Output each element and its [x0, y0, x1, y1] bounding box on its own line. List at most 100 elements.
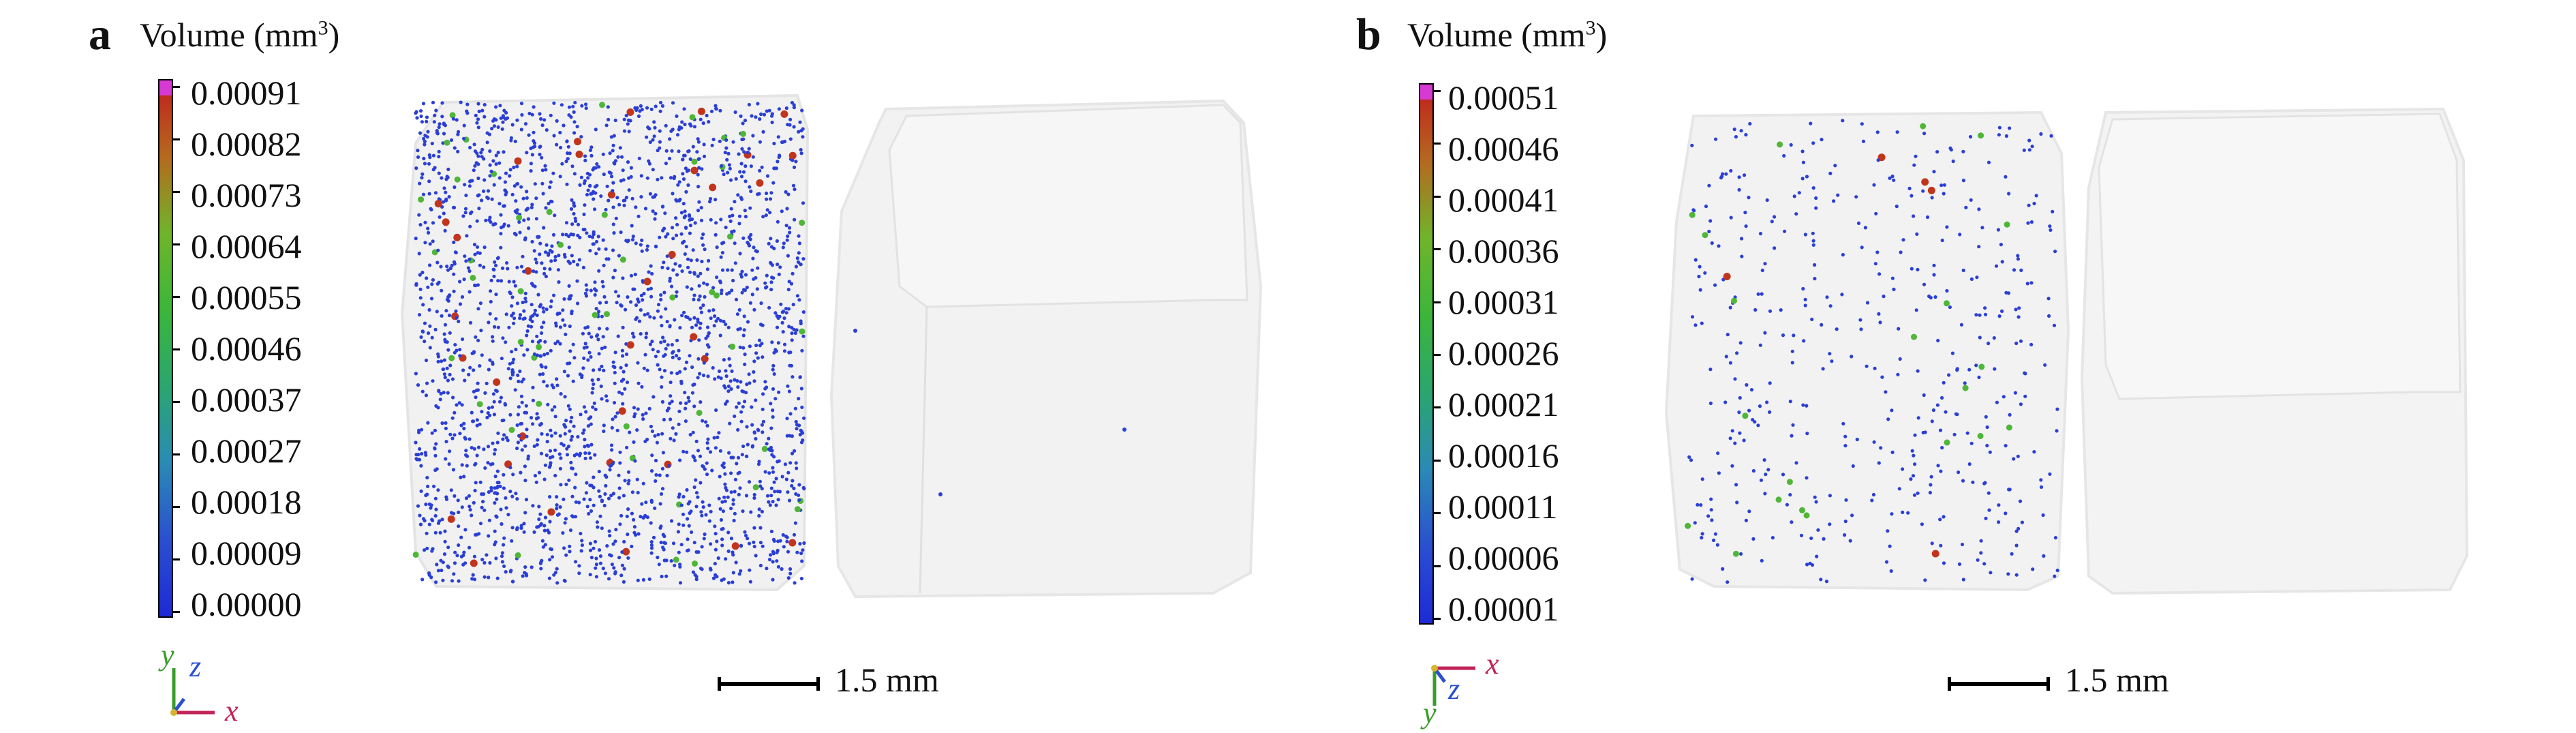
pore-speck: [1963, 381, 1967, 385]
pore-speck: [678, 458, 682, 462]
pore-speck: [529, 169, 533, 173]
pore-speck: [583, 445, 587, 449]
pore-speck: [1805, 404, 1809, 408]
pore-speck: [431, 379, 435, 383]
pore-speck: [489, 169, 493, 173]
pore-speck: [618, 522, 622, 526]
pore-speck: [670, 400, 674, 404]
pore-speck: [684, 245, 688, 249]
pore-speck: [530, 113, 534, 117]
pore-speck: [630, 490, 634, 494]
pore-speck: [480, 558, 485, 562]
pore-speck: [2048, 472, 2052, 476]
pore-speck: [449, 511, 454, 515]
pore-speck: [607, 529, 611, 533]
pore-speck: [511, 312, 515, 316]
pore-speck: [1770, 220, 1774, 224]
pore-speck: [424, 358, 429, 363]
pore-speck: [611, 189, 615, 193]
pore-speck: [1840, 293, 1844, 297]
pore-speck: [2004, 134, 2008, 138]
pore-speck: [705, 267, 709, 271]
pore-speck: [453, 433, 457, 437]
pore-speck: [457, 510, 461, 515]
pore-speck: [524, 267, 532, 275]
pore-speck: [491, 159, 495, 163]
pore-speck: [434, 200, 442, 208]
pore-speck: [613, 381, 617, 385]
pore-speck: [738, 327, 742, 331]
pore-speck: [433, 428, 437, 432]
pore-speck: [671, 101, 675, 105]
pore-speck: [1929, 483, 1933, 487]
panel-letter: a: [89, 10, 111, 59]
pore-speck: [2051, 209, 2055, 213]
pore-speck: [775, 239, 779, 243]
pore-speck: [662, 260, 666, 265]
pore-speck: [1843, 444, 1847, 448]
pore-speck: [484, 218, 488, 222]
pore-speck: [507, 325, 511, 329]
pore-speck: [433, 496, 438, 500]
pore-speck: [622, 539, 626, 544]
colorbar-label: 0.00036: [1448, 232, 1559, 270]
pore-speck: [799, 428, 803, 432]
pore-speck: [660, 385, 664, 389]
pore-speck: [673, 556, 679, 563]
pore-speck: [739, 380, 743, 384]
pore-speck: [1942, 515, 1946, 519]
pore-speck: [575, 150, 583, 158]
pore-speck: [2014, 573, 2019, 577]
pore-speck: [1685, 522, 1691, 529]
pore-speck: [416, 149, 420, 153]
pore-speck: [459, 100, 463, 104]
pore-speck: [780, 140, 784, 145]
pore-speck: [1860, 245, 1864, 250]
pore-speck: [607, 577, 611, 581]
pore-speck: [658, 109, 662, 113]
pore-speck: [1877, 461, 1881, 465]
pore-speck: [443, 529, 447, 533]
pore-speck: [483, 391, 487, 395]
pore-speck: [1822, 537, 1826, 541]
pore-speck: [651, 138, 655, 142]
pore-speck: [617, 496, 622, 500]
pore-speck: [1844, 498, 1848, 502]
pore-speck: [491, 335, 495, 339]
pore-speck: [656, 555, 660, 560]
pore-speck: [472, 368, 476, 372]
pore-speck: [1794, 212, 1798, 216]
pore-speck: [445, 366, 449, 370]
pore-speck: [597, 269, 601, 273]
pore-speck: [549, 348, 553, 353]
pore-speck: [442, 186, 446, 190]
pore-speck: [1698, 265, 1702, 269]
pore-speck: [517, 405, 521, 409]
pore-speck: [514, 199, 518, 203]
pore-speck: [685, 450, 689, 454]
pore-speck: [501, 114, 505, 118]
pore-speck: [663, 211, 667, 215]
pore-speck: [692, 297, 696, 301]
pore-speck: [670, 149, 674, 153]
pore-speck: [414, 453, 418, 457]
pore-speck: [489, 220, 493, 224]
pore-speck: [2034, 194, 2038, 198]
pore-speck: [801, 135, 805, 139]
pore-speck: [658, 235, 662, 239]
pore-speck: [615, 428, 619, 432]
pore-speck: [549, 180, 553, 184]
pore-speck: [430, 282, 434, 286]
pore-speck: [764, 191, 769, 196]
pore-speck: [771, 276, 776, 280]
pore-speck: [611, 417, 615, 421]
pore-speck: [639, 243, 643, 247]
pore-speck: [729, 387, 733, 391]
pore-speck: [733, 200, 737, 204]
pore-speck: [686, 517, 690, 521]
pore-speck: [522, 309, 526, 313]
pore-speck: [493, 486, 497, 490]
pore-speck: [1803, 233, 1807, 237]
pore-speck: [556, 312, 560, 316]
pore-speck: [661, 533, 665, 537]
